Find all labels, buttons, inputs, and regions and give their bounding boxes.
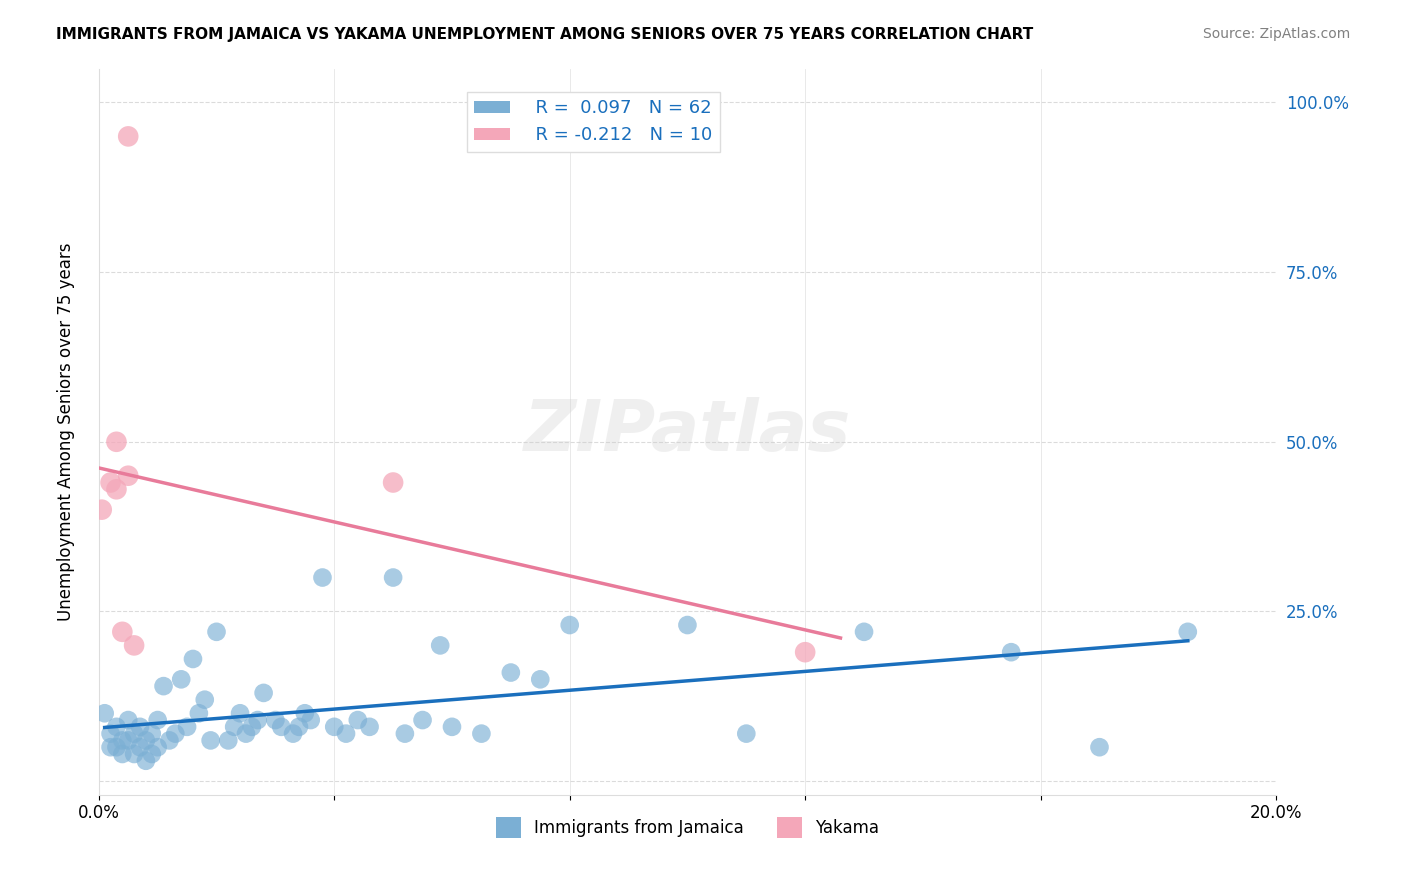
Point xyxy=(1177,624,1199,639)
Point xyxy=(1088,740,1111,755)
Point xyxy=(105,434,128,449)
Point xyxy=(90,502,112,516)
Point xyxy=(853,624,876,639)
Point xyxy=(294,706,316,721)
Point xyxy=(240,720,263,734)
Point xyxy=(135,754,157,768)
Point xyxy=(1000,645,1022,659)
Point xyxy=(252,686,274,700)
Point xyxy=(129,740,152,755)
Point xyxy=(200,733,222,747)
Point xyxy=(159,733,181,747)
Point xyxy=(217,733,239,747)
Point xyxy=(122,726,145,740)
Point xyxy=(111,747,134,761)
Point xyxy=(146,713,169,727)
Point xyxy=(794,645,817,659)
Point xyxy=(141,726,163,740)
Point xyxy=(146,740,169,755)
Point xyxy=(100,475,122,490)
Point xyxy=(311,570,333,584)
Point xyxy=(170,673,193,687)
Point xyxy=(440,720,463,734)
Point xyxy=(105,483,128,497)
Point xyxy=(499,665,522,680)
Point xyxy=(224,720,246,734)
Point xyxy=(558,618,581,632)
Point xyxy=(117,713,139,727)
Point xyxy=(117,733,139,747)
Point xyxy=(394,726,416,740)
Point xyxy=(111,733,134,747)
Legend: Immigrants from Jamaica, Yakama: Immigrants from Jamaica, Yakama xyxy=(489,811,886,845)
Point xyxy=(429,639,451,653)
Point xyxy=(735,726,758,740)
Point xyxy=(382,570,405,584)
Point xyxy=(270,720,292,734)
Point xyxy=(470,726,492,740)
Point xyxy=(412,713,434,727)
Point xyxy=(288,720,311,734)
Point xyxy=(117,468,139,483)
Point xyxy=(323,720,346,734)
Point xyxy=(676,618,699,632)
Point xyxy=(187,706,209,721)
Point xyxy=(246,713,269,727)
Point xyxy=(335,726,357,740)
Point xyxy=(529,673,551,687)
Point xyxy=(122,747,145,761)
Point xyxy=(135,733,157,747)
Point xyxy=(299,713,322,727)
Point xyxy=(165,726,187,740)
Point xyxy=(122,639,145,653)
Point xyxy=(194,692,217,706)
Point xyxy=(229,706,252,721)
Point xyxy=(105,740,128,755)
Point xyxy=(117,129,139,144)
Point xyxy=(346,713,368,727)
Point xyxy=(176,720,198,734)
Point xyxy=(359,720,381,734)
Point xyxy=(264,713,287,727)
Point xyxy=(152,679,174,693)
Text: IMMIGRANTS FROM JAMAICA VS YAKAMA UNEMPLOYMENT AMONG SENIORS OVER 75 YEARS CORRE: IMMIGRANTS FROM JAMAICA VS YAKAMA UNEMPL… xyxy=(56,27,1033,42)
Text: ZIPatlas: ZIPatlas xyxy=(524,397,851,467)
Point xyxy=(181,652,204,666)
Y-axis label: Unemployment Among Seniors over 75 years: Unemployment Among Seniors over 75 years xyxy=(58,243,75,621)
Point xyxy=(105,720,128,734)
Point xyxy=(205,624,228,639)
Point xyxy=(100,726,122,740)
Point xyxy=(129,720,152,734)
Point xyxy=(141,747,163,761)
Point xyxy=(281,726,304,740)
Point xyxy=(111,624,134,639)
Point xyxy=(100,740,122,755)
Text: Source: ZipAtlas.com: Source: ZipAtlas.com xyxy=(1202,27,1350,41)
Point xyxy=(93,706,115,721)
Point xyxy=(235,726,257,740)
Point xyxy=(382,475,405,490)
